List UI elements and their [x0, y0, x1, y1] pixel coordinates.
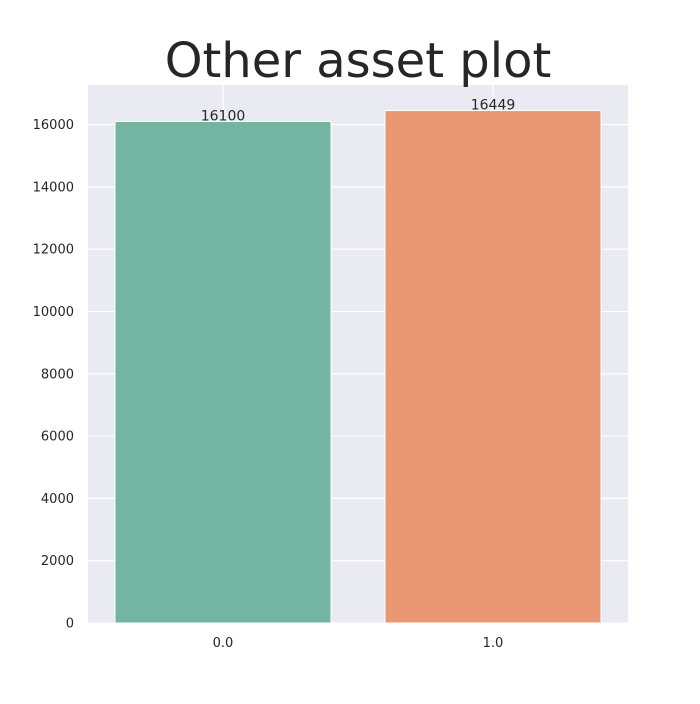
bars [114, 110, 602, 624]
y-tick-label: 16000 [33, 118, 74, 133]
bar-1-0 [384, 110, 602, 624]
y-tick-label: 4000 [41, 492, 74, 507]
bar-0-0 [114, 120, 332, 624]
y-axis-tick-labels: 0 2000 4000 6000 8000 10000 12000 14000 16000 [33, 118, 74, 631]
x-tick-label: 1.0 [483, 636, 504, 651]
y-tick-label: 10000 [33, 305, 74, 320]
chart-title: Other asset plot [165, 33, 552, 89]
bar-value-label: 16449 [471, 98, 516, 114]
y-tick-label: 0 [66, 617, 74, 632]
x-axis-tick-labels: 0.0 1.0 [213, 636, 504, 651]
y-tick-label: 8000 [41, 367, 74, 382]
y-tick-label: 14000 [33, 180, 74, 195]
y-tick-label: 2000 [41, 554, 74, 569]
y-tick-label: 12000 [33, 243, 74, 258]
bar-value-label: 16100 [201, 108, 246, 124]
bar-data-labels: 16100 16449 [201, 98, 516, 125]
y-tick-label: 6000 [41, 430, 74, 445]
x-tick-label: 0.0 [213, 636, 234, 651]
